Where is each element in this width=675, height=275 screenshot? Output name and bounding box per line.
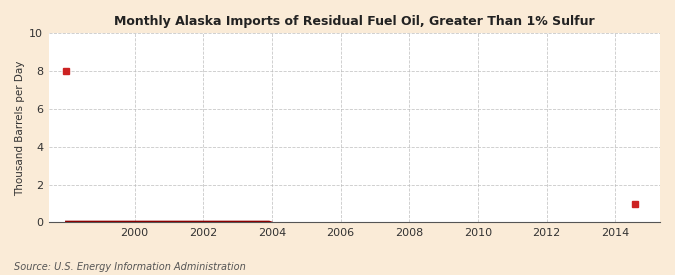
Text: Source: U.S. Energy Information Administration: Source: U.S. Energy Information Administ… [14, 262, 245, 272]
Y-axis label: Thousand Barrels per Day: Thousand Barrels per Day [15, 60, 25, 196]
Title: Monthly Alaska Imports of Residual Fuel Oil, Greater Than 1% Sulfur: Monthly Alaska Imports of Residual Fuel … [114, 15, 595, 28]
